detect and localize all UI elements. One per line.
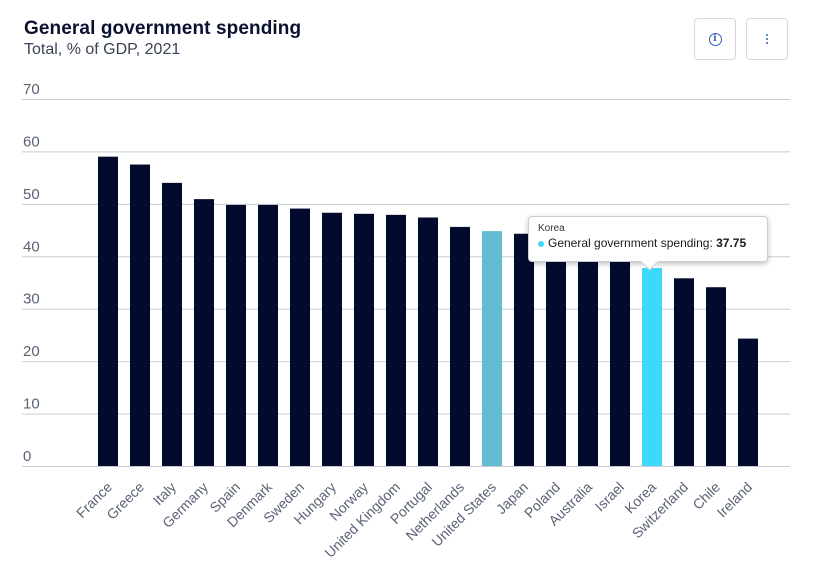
chart-tooltip: Korea General government spending: 37.75 (528, 216, 768, 271)
bar (226, 204, 246, 467)
bar (546, 237, 566, 466)
info-button[interactable]: i (694, 18, 736, 60)
bar (418, 217, 438, 466)
y-tick-label: 70 (23, 81, 40, 98)
tooltip-series-name: General government spending: (548, 236, 713, 250)
bar (610, 244, 630, 466)
tooltip-value: 37.75 (716, 236, 747, 250)
y-tick-label: 40 (23, 238, 40, 255)
tooltip-category: Korea (538, 223, 565, 234)
bar (386, 214, 406, 466)
bar (322, 212, 342, 466)
bar (194, 199, 214, 467)
chart-title: General government spending (24, 18, 302, 39)
y-tick-label: 50 (23, 186, 40, 203)
bar (258, 204, 278, 467)
x-tick-label: Israel (592, 479, 628, 515)
bar (642, 268, 662, 466)
bar (450, 226, 470, 466)
bar (162, 182, 182, 466)
bar (514, 233, 534, 466)
bar (130, 164, 150, 467)
y-tick-label: 60 (23, 133, 40, 150)
y-tick-label: 30 (23, 291, 40, 308)
bar (290, 208, 310, 466)
tooltip-row: General government spending: 37.75 (538, 236, 758, 250)
more-options-button[interactable] (746, 18, 788, 60)
bar (98, 156, 118, 466)
y-tick-label: 10 (23, 396, 40, 413)
info-icon: i (708, 32, 722, 46)
bar (354, 213, 374, 466)
y-tick-label: 0 (23, 448, 31, 465)
bar (674, 278, 694, 466)
bar (578, 240, 598, 466)
x-tick-label: Ireland (714, 479, 756, 521)
bar (482, 231, 502, 466)
y-tick-label: 20 (23, 343, 40, 360)
bar (738, 338, 758, 466)
more-vertical-icon (766, 34, 768, 44)
chart-subtitle: Total, % of GDP, 2021 (24, 41, 181, 58)
tooltip-series-marker (538, 240, 544, 247)
bar (706, 287, 726, 466)
